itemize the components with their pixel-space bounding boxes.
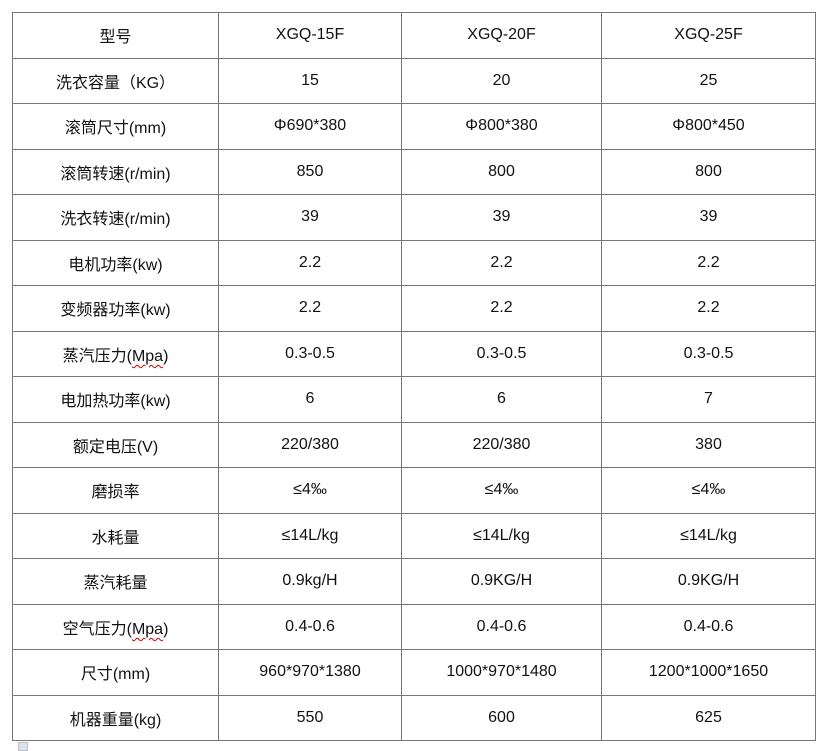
cell-value: 0.3-0.5: [401, 330, 602, 377]
cell-value: 15: [218, 57, 402, 104]
cell-value: 0.3-0.5: [601, 330, 816, 377]
cell-value: 600: [401, 694, 602, 741]
row-label: 尺寸(mm): [12, 649, 219, 696]
cell-value: ≤4‰: [218, 467, 402, 514]
table-row: 蒸汽压力(Mpa) 0.3-0.5 0.3-0.5 0.3-0.5: [12, 330, 816, 377]
table-row: 电加热功率(kw) 6 6 7: [12, 376, 816, 423]
cell-value: 2.2: [218, 285, 402, 332]
cell-value: Φ800*380: [401, 103, 602, 150]
table-row: 洗衣转速(r/min) 39 39 39: [12, 194, 816, 241]
row-label: 机器重量(kg): [12, 694, 219, 741]
cell-value: 6: [218, 376, 402, 423]
table-row: 水耗量 ≤14L/kg ≤14L/kg ≤14L/kg: [12, 512, 816, 559]
cell-value: ≤14L/kg: [601, 512, 816, 559]
cell-value: 960*970*1380: [218, 649, 402, 696]
cell-value: 800: [601, 148, 816, 195]
cell-value: 625: [601, 694, 816, 741]
table-row: 机器重量(kg) 550 600 625: [12, 694, 816, 741]
table-row: 额定电压(V) 220/380 220/380 380: [12, 421, 816, 468]
cell-value: 0.9KG/H: [601, 558, 816, 605]
row-label: 电加热功率(kw): [12, 376, 219, 423]
cell-value: 800: [401, 148, 602, 195]
cell-value: 6: [401, 376, 602, 423]
spellcheck-underline: Mpa: [131, 620, 164, 638]
cell-value: 220/380: [401, 421, 602, 468]
table-row: 滚筒尺寸(mm) Φ690*380 Φ800*380 Φ800*450: [12, 103, 816, 150]
cell-value: 39: [218, 194, 402, 241]
row-label: 磨损率: [12, 467, 219, 514]
header-row: 型号 XGQ-15F XGQ-20F XGQ-25F: [12, 12, 816, 59]
row-label: 洗衣容量（KG）: [12, 57, 219, 104]
row-label: 电机功率(kw): [12, 239, 219, 286]
row-label: 蒸汽压力(Mpa): [12, 330, 219, 377]
cell-value: 2.2: [601, 239, 816, 286]
table-row: 洗衣容量（KG） 15 20 25: [12, 57, 816, 104]
cell-value: 850: [218, 148, 402, 195]
table-row: 滚筒转速(r/min) 850 800 800: [12, 148, 816, 195]
cell-value: 0.9KG/H: [401, 558, 602, 605]
table-row: 变频器功率(kw) 2.2 2.2 2.2: [12, 285, 816, 332]
table-row: 蒸汽耗量 0.9kg/H 0.9KG/H 0.9KG/H: [12, 558, 816, 605]
header-cell: 型号: [12, 12, 219, 59]
anchor-icon: [18, 742, 28, 751]
cell-value: 39: [401, 194, 602, 241]
cell-value: 2.2: [401, 285, 602, 332]
cell-value: 20: [401, 57, 602, 104]
row-label: 变频器功率(kw): [12, 285, 219, 332]
cell-value: 0.4-0.6: [401, 603, 602, 650]
row-label: 蒸汽耗量: [12, 558, 219, 605]
table-row: 电机功率(kw) 2.2 2.2 2.2: [12, 239, 816, 286]
cell-value: 39: [601, 194, 816, 241]
spellcheck-underline: Mpa: [131, 347, 164, 365]
cell-value: ≤4‰: [601, 467, 816, 514]
cell-value: 25: [601, 57, 816, 104]
cell-value: 2.2: [601, 285, 816, 332]
cell-value: 0.9kg/H: [218, 558, 402, 605]
row-label: 洗衣转速(r/min): [12, 194, 219, 241]
table-row: 磨损率 ≤4‰ ≤4‰ ≤4‰: [12, 467, 816, 514]
cell-value: 2.2: [218, 239, 402, 286]
cell-value: Φ800*450: [601, 103, 816, 150]
row-label: 滚筒转速(r/min): [12, 148, 219, 195]
cell-value: 1000*970*1480: [401, 649, 602, 696]
cell-value: 0.4-0.6: [218, 603, 402, 650]
row-label: 水耗量: [12, 512, 219, 559]
row-label: 额定电压(V): [12, 421, 219, 468]
header-cell: XGQ-20F: [401, 12, 602, 59]
header-cell: XGQ-25F: [601, 12, 816, 59]
cell-value: 550: [218, 694, 402, 741]
cell-value: Φ690*380: [218, 103, 402, 150]
cell-value: ≤14L/kg: [218, 512, 402, 559]
row-label: 滚筒尺寸(mm): [12, 103, 219, 150]
cell-value: 1200*1000*1650: [601, 649, 816, 696]
row-label: 空气压力(Mpa): [12, 603, 219, 650]
cell-value: ≤4‰: [401, 467, 602, 514]
cell-value: 220/380: [218, 421, 402, 468]
cell-value: 0.3-0.5: [218, 330, 402, 377]
table-row: 尺寸(mm) 960*970*1380 1000*970*1480 1200*1000…: [12, 649, 816, 696]
cell-value: 7: [601, 376, 816, 423]
cell-value: ≤14L/kg: [401, 512, 602, 559]
cell-value: 2.2: [401, 239, 602, 286]
header-cell: XGQ-15F: [218, 12, 402, 59]
cell-value: 380: [601, 421, 816, 468]
cell-value: 0.4-0.6: [601, 603, 816, 650]
table-row: 空气压力(Mpa) 0.4-0.6 0.4-0.6 0.4-0.6: [12, 603, 816, 650]
spec-table: 型号 XGQ-15F XGQ-20F XGQ-25F 洗衣容量（KG） 15 20 2…: [12, 12, 816, 741]
